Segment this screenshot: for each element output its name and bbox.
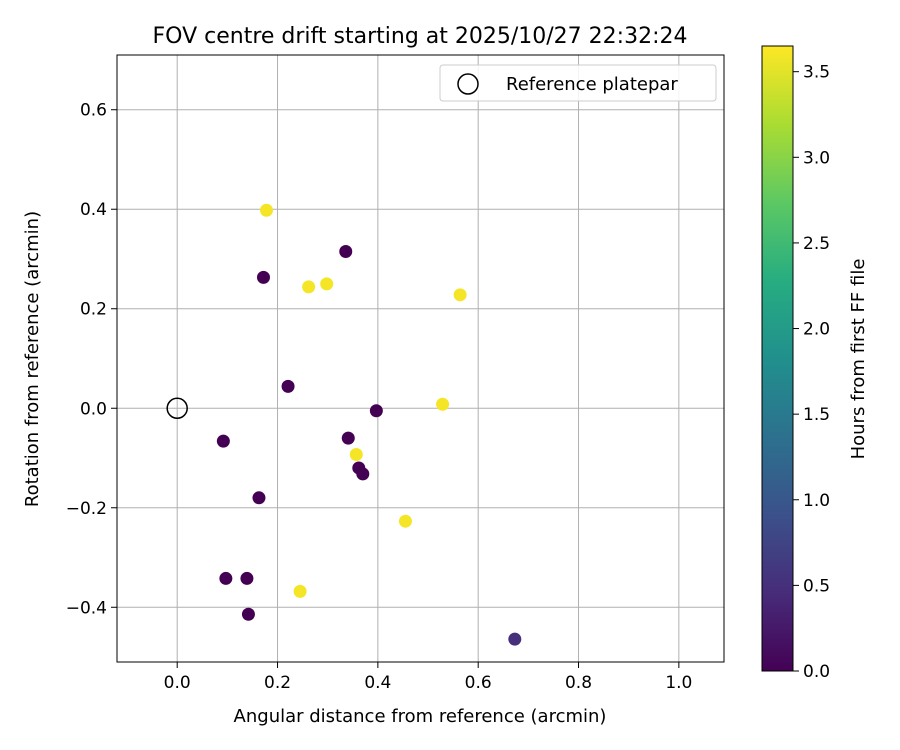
data-point — [369, 404, 383, 418]
colorbar-label: Hours from first FF file — [848, 259, 869, 460]
y-tick-label: 0.4 — [80, 200, 107, 220]
data-point — [356, 467, 370, 481]
data-point — [219, 571, 233, 585]
colorbar-tick-label: 1.0 — [803, 491, 830, 511]
data-point — [240, 571, 254, 585]
legend-box — [439, 64, 717, 102]
data-point — [259, 203, 273, 217]
data-point — [256, 270, 270, 284]
chart-title: FOV centre drift starting at 2025/10/27 … — [153, 24, 688, 49]
colorbar-tick-label: 2.0 — [803, 320, 830, 340]
x-tick-label: 0.8 — [565, 673, 592, 693]
legend-reference-marker — [457, 73, 479, 95]
x-tick-label: 0.2 — [264, 673, 291, 693]
data-point — [349, 448, 363, 462]
data-points — [166, 203, 522, 646]
grid — [117, 55, 724, 662]
y-tick-label: 0.2 — [80, 300, 107, 320]
colorbar-ticks: 0.0 0.5 1.0 1.5 2.0 2.5 3.0 3.5 — [793, 63, 830, 682]
y-tick-label: −0.2 — [66, 499, 107, 519]
data-point — [302, 280, 316, 294]
x-axis-label: Angular distance from reference (arcmin) — [234, 706, 607, 727]
legend: Reference platepar — [439, 64, 717, 102]
y-axis-label: Rotation from reference (arcmin) — [22, 211, 43, 507]
data-point — [453, 288, 467, 302]
data-point — [241, 607, 255, 621]
reference-platepar-marker — [166, 397, 188, 420]
data-point — [293, 584, 307, 598]
colorbar — [761, 45, 794, 672]
y-tick-label: 0.0 — [80, 399, 107, 419]
colorbar-tick-label: 0.0 — [803, 662, 830, 682]
y-tick-label: −0.4 — [66, 598, 107, 618]
plot-frame — [116, 54, 725, 663]
data-point — [216, 434, 230, 448]
x-tick-label: 0.4 — [364, 673, 391, 693]
axis-ticks: 0.0 0.2 0.4 0.6 0.8 1.0 0.6 0.4 0.2 0.0 −0.2 −0.4 — [66, 101, 693, 693]
x-tick-label: 1.0 — [665, 673, 692, 693]
data-point — [436, 397, 450, 411]
colorbar-tick-label: 3.5 — [803, 63, 830, 83]
data-point — [320, 277, 334, 291]
colorbar-tick-label: 1.5 — [803, 405, 830, 425]
colorbar-tick-label: 0.5 — [803, 576, 830, 596]
data-point — [341, 431, 355, 445]
y-tick-label: 0.6 — [80, 101, 107, 121]
colorbar-tick-label: 2.5 — [803, 234, 830, 254]
data-point — [508, 632, 522, 646]
colorbar-tick-label: 3.0 — [803, 148, 830, 168]
x-tick-label: 0.6 — [465, 673, 492, 693]
data-point — [281, 379, 295, 393]
data-point — [398, 514, 412, 528]
legend-label: Reference platepar — [506, 74, 678, 95]
data-point — [252, 491, 266, 505]
x-tick-label: 0.0 — [164, 673, 191, 693]
data-point — [339, 245, 353, 259]
